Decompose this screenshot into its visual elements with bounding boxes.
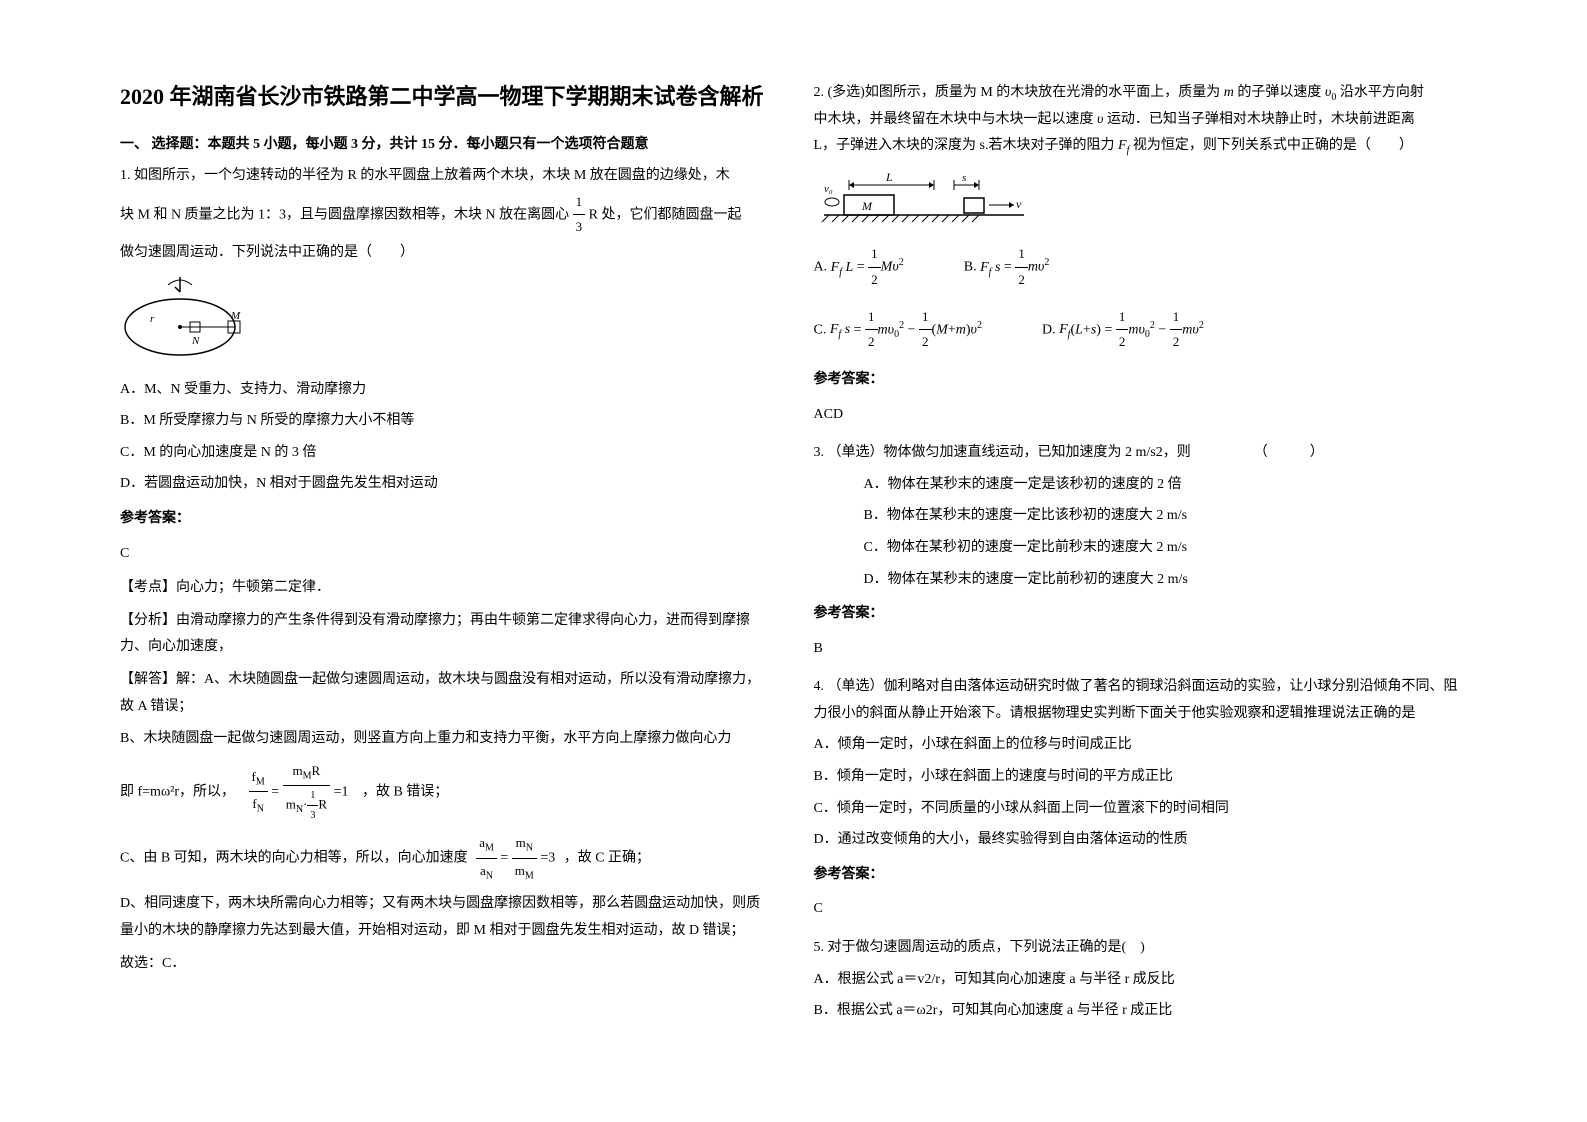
q1-option-d: D．若圆盘运动加快，N 相对于圆盘先发生相对运动	[120, 471, 774, 498]
formula-fm-fn: fMfN = mMRmN·13R =1	[249, 759, 349, 826]
question-4: 4. （单选）伽利略对自由落体运动研究时做了著名的铜球沿斜面运动的实验，让小球分…	[814, 674, 1468, 923]
q4-option-d: D．通过改变倾角的大小，最终实验得到自由落体运动的性质	[814, 827, 1468, 854]
q3-answer: B	[814, 636, 1468, 663]
svg-text:L: L	[885, 170, 893, 184]
q5-option-b: B．根据公式 a＝ω2r，可知其向心加速度 a 与半径 r 成正比	[814, 998, 1468, 1025]
q2-option-d: D. Ff(L+s) = 12mυ02 − 12mυ2	[1042, 305, 1204, 355]
q3-option-b: B．物体在某秒末的速度一定比该秒初的速度大 2 m/s	[814, 503, 1468, 530]
left-column: 2020 年湖南省长沙市铁路第二中学高一物理下学期期末试卷含解析 一、 选择题：…	[100, 80, 794, 1082]
q1-kaodian: 【考点】向心力；牛顿第二定律．	[120, 575, 774, 602]
q1-stem-line: 做匀速圆周运动．下列说法中正确的是（ ）	[120, 240, 774, 267]
q5-stem: 5. 对于做匀速圆周运动的质点，下列说法正确的是( )	[814, 935, 1468, 962]
q2-option-c: C. Ff s = 12mυ02 − 12(M+m)υ2	[814, 305, 982, 355]
q3-option-a: A．物体在某秒末的速度一定是该秒初的速度的 2 倍	[814, 472, 1468, 499]
q4-stem: 4. （单选）伽利略对自由落体运动研究时做了著名的铜球沿斜面运动的实验，让小球分…	[814, 674, 1468, 727]
question-5: 5. 对于做匀速圆周运动的质点，下列说法正确的是( ) A．根据公式 a＝v2/…	[814, 935, 1468, 1025]
fraction-1-3: 13	[573, 190, 586, 240]
q1-option-b: B．M 所受摩擦力与 N 所受的摩擦力大小不相等	[120, 408, 774, 435]
q4-answer: C	[814, 896, 1468, 923]
q1-option-c: C．M 的向心加速度是 N 的 3 倍	[120, 440, 774, 467]
bullet-block-diagram: M v₀ L s v	[814, 170, 1034, 230]
q5-option-a: A．根据公式 a＝v2/r，可知其向心加速度 a 与半径 r 成反比	[814, 967, 1468, 994]
q2-option-b: B. Ff s = 12mυ2	[964, 242, 1050, 292]
q1-stem-line: 块 M 和 N 质量之比为 1：3，且与圆盘摩擦因数相等，木块 N 放在离圆心 …	[120, 190, 774, 240]
right-column: 2. (多选)如图所示，质量为 M 的木块放在光滑的水平面上，质量为 m 的子弹…	[794, 80, 1488, 1082]
q1-jieda-a: 【解答】解：A、木块随圆盘一起做匀速圆周运动，故木块与圆盘没有相对运动，所以没有…	[120, 667, 774, 720]
q4-option-a: A．倾角一定时，小球在斜面上的位移与时间成正比	[814, 732, 1468, 759]
q2-stem-line: L，子弹进入木块的深度为 s.若木块对子弹的阻力 Ff 视为恒定，则下列关系式中…	[814, 133, 1468, 160]
q1-option-a: A．M、N 受重力、支持力、滑动摩擦力	[120, 377, 774, 404]
answer-label: 参考答案：	[814, 367, 1468, 394]
q2-stem-line: 2. (多选)如图所示，质量为 M 的木块放在光滑的水平面上，质量为 m 的子弹…	[814, 80, 1468, 107]
q1-jieda-e: 故选：C．	[120, 951, 774, 978]
q2-answer: ACD	[814, 402, 1468, 429]
exam-title: 2020 年湖南省长沙市铁路第二中学高一物理下学期期末试卷含解析	[120, 80, 774, 113]
question-1: 1. 如图所示，一个匀速转动的半径为 R 的水平圆盘上放着两个木块，木块 M 放…	[120, 163, 774, 977]
disk-diagram: r N M	[120, 277, 260, 367]
answer-label: 参考答案：	[814, 862, 1468, 889]
answer-label: 参考答案：	[814, 601, 1468, 628]
q3-option-d: D．物体在某秒末的速度一定比前秒初的速度大 2 m/s	[814, 567, 1468, 594]
svg-text:v₀: v₀	[824, 183, 833, 195]
q2-option-a: A. Ff L = 12Mυ2	[814, 242, 904, 292]
svg-text:N: N	[191, 335, 200, 347]
q4-option-b: B．倾角一定时，小球在斜面上的速度与时间的平方成正比	[814, 764, 1468, 791]
q1-stem-line: 1. 如图所示，一个匀速转动的半径为 R 的水平圆盘上放着两个木块，木块 M 放…	[120, 163, 774, 190]
q1-jieda-b2: 即 f=mω²r，所以， fMfN = mMRmN·13R =1 ，故 B 错误…	[120, 759, 774, 826]
svg-text:M: M	[861, 199, 873, 213]
svg-text:v: v	[1016, 197, 1022, 211]
q2-options-row1: A. Ff L = 12Mυ2 B. Ff s = 12mυ2	[814, 242, 1468, 292]
answer-label: 参考答案：	[120, 506, 774, 533]
q4-option-c: C．倾角一定时，不同质量的小球从斜面上同一位置滚下的时间相同	[814, 796, 1468, 823]
q2-options-row2: C. Ff s = 12mυ02 − 12(M+m)υ2 D. Ff(L+s) …	[814, 305, 1468, 355]
q1-jieda-c: C、由 B 可知，两木块的向心力相等，所以，向心加速度 aMaN = mNmM …	[120, 831, 774, 885]
question-3: 3. （单选）物体做匀加速直线运动，已知加速度为 2 m/s2，则 （ ） A．…	[814, 440, 1468, 662]
q3-stem: 3. （单选）物体做匀加速直线运动，已知加速度为 2 m/s2，则 （ ）	[814, 440, 1468, 467]
q1-jieda-b: B、木块随圆盘一起做匀速圆周运动，则竖直方向上重力和支持力平衡，水平方向上摩擦力…	[120, 726, 774, 753]
q3-option-c: C．物体在某秒初的速度一定比前秒末的速度大 2 m/s	[814, 535, 1468, 562]
section-1-header: 一、 选择题：本题共 5 小题，每小题 3 分，共计 15 分．每小题只有一个选…	[120, 133, 774, 153]
svg-text:r: r	[150, 313, 155, 325]
q1-fenxi: 【分析】由滑动摩擦力的产生条件得到没有滑动摩擦力；再由牛顿第二定律求得向心力，进…	[120, 608, 774, 661]
q2-stem-line: 中木块，并最终留在木块中与木块一起以速度 υ 运动．已知当子弹相对木块静止时，木…	[814, 107, 1468, 134]
svg-text:M: M	[230, 310, 241, 322]
svg-text:s: s	[962, 172, 966, 184]
formula-am-an: aMaN = mNmM =3	[476, 831, 555, 885]
q1-answer: C	[120, 541, 774, 568]
q1-jieda-d: D、相同速度下，两木块所需向心力相等；又有两木块与圆盘摩擦因数相等，那么若圆盘运…	[120, 891, 774, 944]
question-2: 2. (多选)如图所示，质量为 M 的木块放在光滑的水平面上，质量为 m 的子弹…	[814, 80, 1468, 428]
